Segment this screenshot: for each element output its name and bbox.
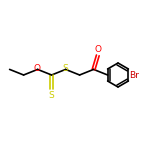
Text: O: O [34,64,41,73]
Text: O: O [94,45,101,54]
Text: S: S [49,90,54,99]
Text: S: S [62,64,68,73]
Text: Br: Br [129,70,139,80]
